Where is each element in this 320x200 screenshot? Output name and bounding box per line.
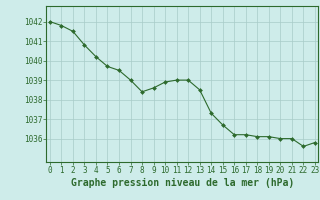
X-axis label: Graphe pression niveau de la mer (hPa): Graphe pression niveau de la mer (hPa) [71,178,294,188]
